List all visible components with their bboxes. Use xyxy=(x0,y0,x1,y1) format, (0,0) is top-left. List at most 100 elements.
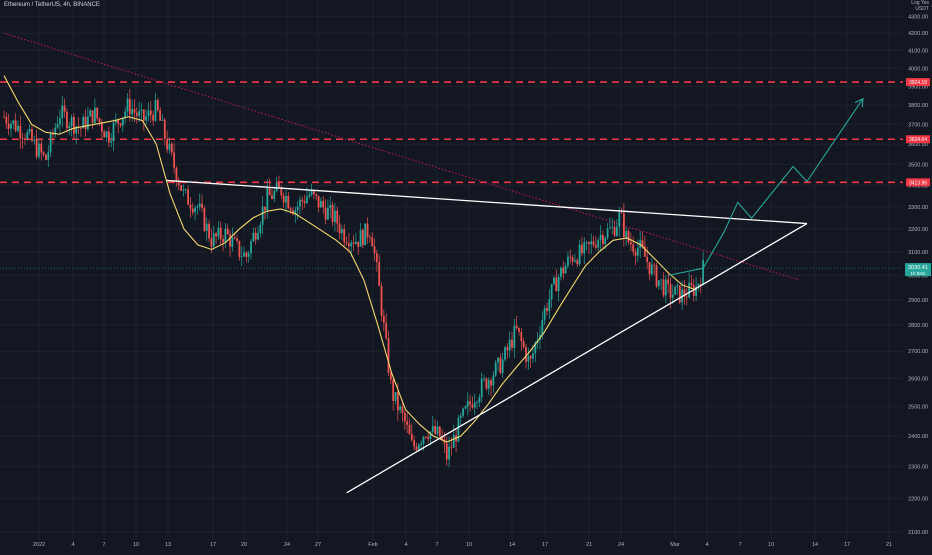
price-tick-label: 2700.00 xyxy=(908,349,928,355)
candle-body xyxy=(571,257,574,262)
candle-body xyxy=(313,191,315,195)
candle-body xyxy=(602,234,604,244)
candle-body xyxy=(534,342,537,354)
candle-body xyxy=(473,402,476,408)
time-tick-label: 24 xyxy=(284,542,290,548)
candle-body xyxy=(35,139,38,157)
candle-body xyxy=(203,208,206,231)
candle-body xyxy=(399,406,402,411)
candle-body xyxy=(117,119,120,124)
candle-body xyxy=(592,241,595,246)
candle-body xyxy=(615,226,618,236)
price-tick-label: 2600.00 xyxy=(908,376,928,382)
candle-body xyxy=(19,125,22,139)
candle-body xyxy=(201,203,203,209)
candle-body xyxy=(466,401,469,407)
candle-body xyxy=(105,131,108,138)
candle-body xyxy=(588,242,590,245)
candle-body xyxy=(86,116,89,130)
candle-body xyxy=(469,401,471,405)
candle-body xyxy=(266,188,269,211)
candle-body xyxy=(306,196,308,204)
candle-body xyxy=(436,426,439,434)
candle-body xyxy=(622,213,625,238)
candle-body xyxy=(702,260,705,285)
candle-body xyxy=(685,296,688,298)
candle-body xyxy=(611,226,614,228)
candle-body xyxy=(289,208,292,211)
candle-body xyxy=(676,285,679,287)
candle-body xyxy=(131,109,134,115)
resistance-levels xyxy=(0,81,903,184)
candle-body xyxy=(96,107,99,119)
candle-body xyxy=(93,107,96,123)
candle-body xyxy=(10,123,12,129)
candle-body xyxy=(159,110,162,121)
candle-body xyxy=(690,282,693,286)
price-tick-label: 2300.00 xyxy=(908,465,928,471)
candle-body xyxy=(364,223,367,246)
candle-body xyxy=(478,397,481,403)
candle-body xyxy=(515,325,518,328)
candle-body xyxy=(182,189,185,191)
time-tick-label: 17 xyxy=(542,542,548,548)
price-tick-label: 2200.00 xyxy=(908,497,928,503)
candle-body xyxy=(198,203,201,207)
time-tick-label: 4 xyxy=(404,542,407,548)
candle-body xyxy=(243,252,245,257)
candle-body xyxy=(608,227,611,229)
price-tick-label: 2800.00 xyxy=(908,323,928,329)
candle-body xyxy=(135,112,138,117)
candle-body xyxy=(371,237,374,247)
candle-body xyxy=(406,421,409,425)
time-tick-label: 17 xyxy=(844,542,850,548)
candle-body xyxy=(625,231,628,238)
candle-body xyxy=(156,99,159,111)
candle-body xyxy=(366,223,369,238)
candle-body xyxy=(562,267,565,274)
candle-body xyxy=(320,200,322,208)
candle-body xyxy=(42,152,45,155)
candle-body xyxy=(231,237,234,247)
unit-top: Log Yes xyxy=(911,0,929,6)
candle-body xyxy=(219,227,222,240)
candle-body xyxy=(650,264,653,275)
candle-body xyxy=(45,154,47,160)
candle-body xyxy=(91,110,94,123)
candle-body xyxy=(224,228,227,243)
candle-body xyxy=(147,110,150,117)
price-tick-label: 4300.00 xyxy=(908,14,928,20)
time-tick-label: 27 xyxy=(315,542,321,548)
candle-body xyxy=(163,119,166,139)
last-price-label: 3030.41 xyxy=(908,265,928,271)
time-axis: 2022 4 7 10 13 17 20 24 27 Feb 4 7 10 14 17 21 24 Mar 4 7 10… xyxy=(33,542,892,548)
candle-body xyxy=(564,265,567,274)
candle-body xyxy=(636,247,639,256)
candle-body xyxy=(168,143,171,150)
candle-body xyxy=(655,265,658,287)
candle-body xyxy=(33,139,36,141)
candle-body xyxy=(217,227,220,237)
candle-body xyxy=(697,283,700,287)
candle-body xyxy=(280,187,283,196)
candle-body xyxy=(98,118,101,123)
candle-body xyxy=(59,117,61,125)
candle-body xyxy=(121,117,124,126)
time-tick-label: 10 xyxy=(133,542,139,548)
candle-body xyxy=(261,206,264,225)
candle-body xyxy=(114,119,117,123)
symbol-title: Ethereum / TetherUS, 4h, BINANCE xyxy=(4,2,100,8)
candle-body xyxy=(520,331,523,342)
candle-body xyxy=(259,224,262,233)
price-tick-label: 3800.00 xyxy=(908,103,928,109)
candle-body xyxy=(527,356,530,362)
candle-body xyxy=(189,204,192,209)
candle-body xyxy=(357,241,360,247)
candle-body xyxy=(215,233,217,237)
candle-body xyxy=(54,127,57,135)
candle-body xyxy=(487,380,490,389)
candle-body xyxy=(52,133,54,135)
candle-body xyxy=(210,238,213,247)
candle-body xyxy=(56,124,59,128)
